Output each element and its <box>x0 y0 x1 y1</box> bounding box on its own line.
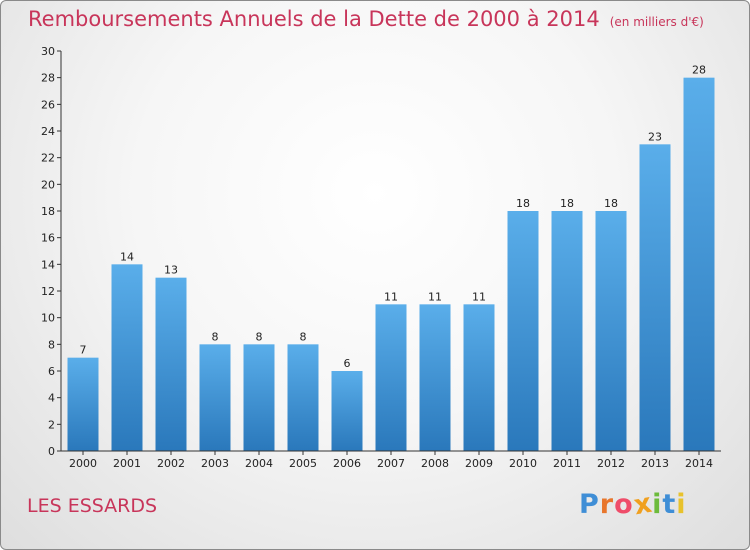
x-tick-label: 2014 <box>685 457 713 470</box>
y-tick-label: 2 <box>48 418 55 431</box>
bar-value-label: 11 <box>428 290 442 303</box>
x-tick-label: 2000 <box>69 457 97 470</box>
bar-value-label: 14 <box>120 250 134 263</box>
x-tick-label: 2002 <box>157 457 185 470</box>
y-tick-label: 30 <box>41 45 55 58</box>
bar <box>375 304 407 451</box>
y-tick-label: 0 <box>48 445 55 458</box>
bar <box>111 264 143 451</box>
bar <box>639 144 671 452</box>
bar-value-label: 7 <box>80 344 87 357</box>
x-tick-label: 2012 <box>597 457 625 470</box>
bar-value-label: 13 <box>164 264 178 277</box>
bar <box>287 344 319 451</box>
bar <box>683 77 715 452</box>
x-tick-label: 2006 <box>333 457 361 470</box>
logo-letter: i <box>652 489 663 520</box>
bar <box>67 357 99 451</box>
chart-title: Remboursements Annuels de la Dette de 20… <box>28 7 704 31</box>
bar-value-label: 18 <box>560 197 574 210</box>
x-axis: 2000 2001 2002 2003 2004 2005 2006 2007 2008 2009… <box>61 450 721 470</box>
y-tick-label: 6 <box>48 365 55 378</box>
bar <box>419 304 451 451</box>
bar-value-label: 8 <box>300 330 307 343</box>
bar-value-label: 28 <box>692 64 706 77</box>
bar-value-label: 8 <box>212 330 219 343</box>
bar <box>463 304 495 451</box>
logo-letter: r <box>599 489 615 520</box>
proxiti-logo: Proxiti <box>579 488 687 522</box>
bar <box>155 277 187 451</box>
y-tick-label: 14 <box>41 258 55 271</box>
y-tick-label: 10 <box>41 312 55 325</box>
bar-value-label: 6 <box>344 357 351 370</box>
bar-value-label: 18 <box>516 197 530 210</box>
bar-value-label: 11 <box>472 290 486 303</box>
y-tick-label: 22 <box>41 152 55 165</box>
bar-value-label: 18 <box>604 197 618 210</box>
chart-title-main: Remboursements Annuels de la Dette de 20… <box>28 7 600 31</box>
y-tick-label: 12 <box>41 285 55 298</box>
bar <box>331 371 363 451</box>
x-tick-label: 2010 <box>509 457 537 470</box>
x-tick-label: 2003 <box>201 457 229 470</box>
x-tick-label: 2008 <box>421 457 449 470</box>
bar <box>595 211 627 451</box>
x-tick-label: 2011 <box>553 457 581 470</box>
y-tick-label: 16 <box>41 232 55 245</box>
bar <box>551 211 583 451</box>
x-tick-label: 2001 <box>113 457 141 470</box>
y-tick-label: 8 <box>48 338 55 351</box>
bars-group: 7 14 13 8 8 8 6 11 11 11 18 18 18 23 28 <box>67 64 715 452</box>
commune-name: LES ESSARDS <box>27 495 158 517</box>
y-tick-label: 24 <box>41 125 55 138</box>
y-tick-label: 28 <box>41 72 55 85</box>
logo-letter: i <box>676 489 687 520</box>
y-tick-label: 26 <box>41 98 55 111</box>
logo-letter: o <box>614 489 634 520</box>
logo-letter: P <box>579 489 600 520</box>
bar <box>199 344 231 451</box>
x-tick-label: 2013 <box>641 457 669 470</box>
bar <box>243 344 275 451</box>
y-tick-label: 4 <box>48 392 55 405</box>
y-tick-label: 20 <box>41 178 55 191</box>
x-tick-label: 2007 <box>377 457 405 470</box>
bar <box>507 211 539 451</box>
x-tick-label: 2005 <box>289 457 317 470</box>
bar-value-label: 11 <box>384 290 398 303</box>
bar-value-label: 8 <box>256 330 263 343</box>
logo-letter: t <box>662 489 677 520</box>
chart-title-unit: (en milliers d'€) <box>609 15 704 29</box>
x-tick-label: 2004 <box>245 457 273 470</box>
y-tick-label: 18 <box>41 205 55 218</box>
bar-value-label: 23 <box>648 130 662 143</box>
x-tick-label: 2009 <box>465 457 493 470</box>
